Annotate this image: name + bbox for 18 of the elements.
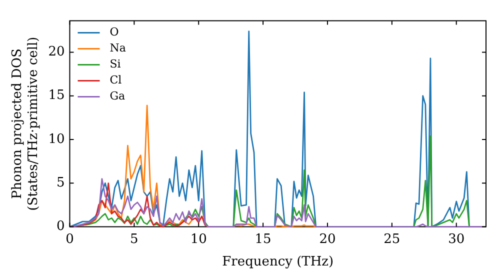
- x-tick-label: 25: [384, 232, 400, 247]
- x-tick-label: 15: [254, 232, 272, 247]
- y-tick-label: 10: [48, 132, 65, 147]
- y-tick-label: 5: [56, 176, 65, 191]
- y-axis-title: Phonon projected DOS (States/THz·primitive cell): [10, 36, 41, 211]
- y-tick-label: 0: [56, 219, 65, 234]
- legend-label: Cl: [110, 74, 122, 87]
- x-axis-title: Frequency (THz): [222, 254, 334, 270]
- x-tick-label: 5: [130, 232, 138, 247]
- x-tick-label: 20: [319, 232, 336, 247]
- y-tick-label: 20: [48, 44, 65, 60]
- legend-label: Ga: [110, 90, 126, 103]
- legend-label: O: [110, 26, 119, 39]
- y-tick-label: 15: [48, 88, 65, 104]
- legend-label: Na: [110, 42, 126, 55]
- x-tick-label: 30: [448, 232, 465, 247]
- legend-label: Si: [110, 58, 122, 71]
- x-tick-label: 10: [190, 232, 207, 247]
